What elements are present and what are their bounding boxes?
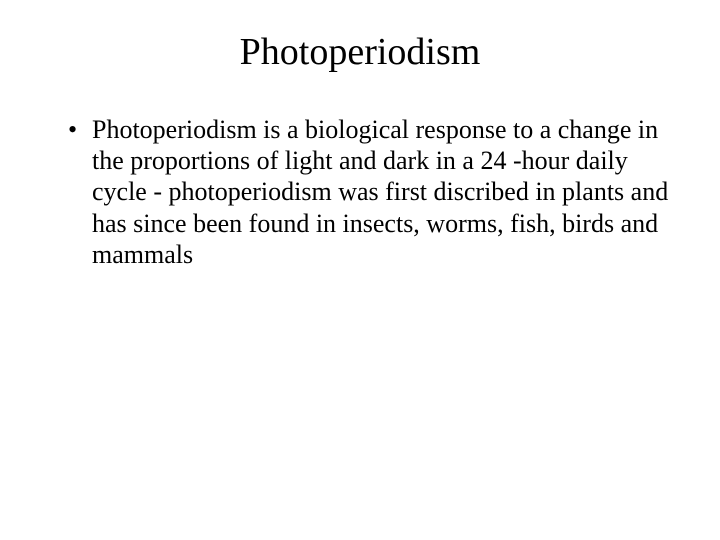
list-item: Photoperiodism is a biological response … (68, 114, 670, 270)
slide: Photoperiodism Photoperiodism is a biolo… (0, 0, 720, 540)
slide-title: Photoperiodism (50, 30, 670, 74)
bullet-list: Photoperiodism is a biological response … (68, 114, 670, 270)
slide-body: Photoperiodism is a biological response … (50, 114, 670, 270)
